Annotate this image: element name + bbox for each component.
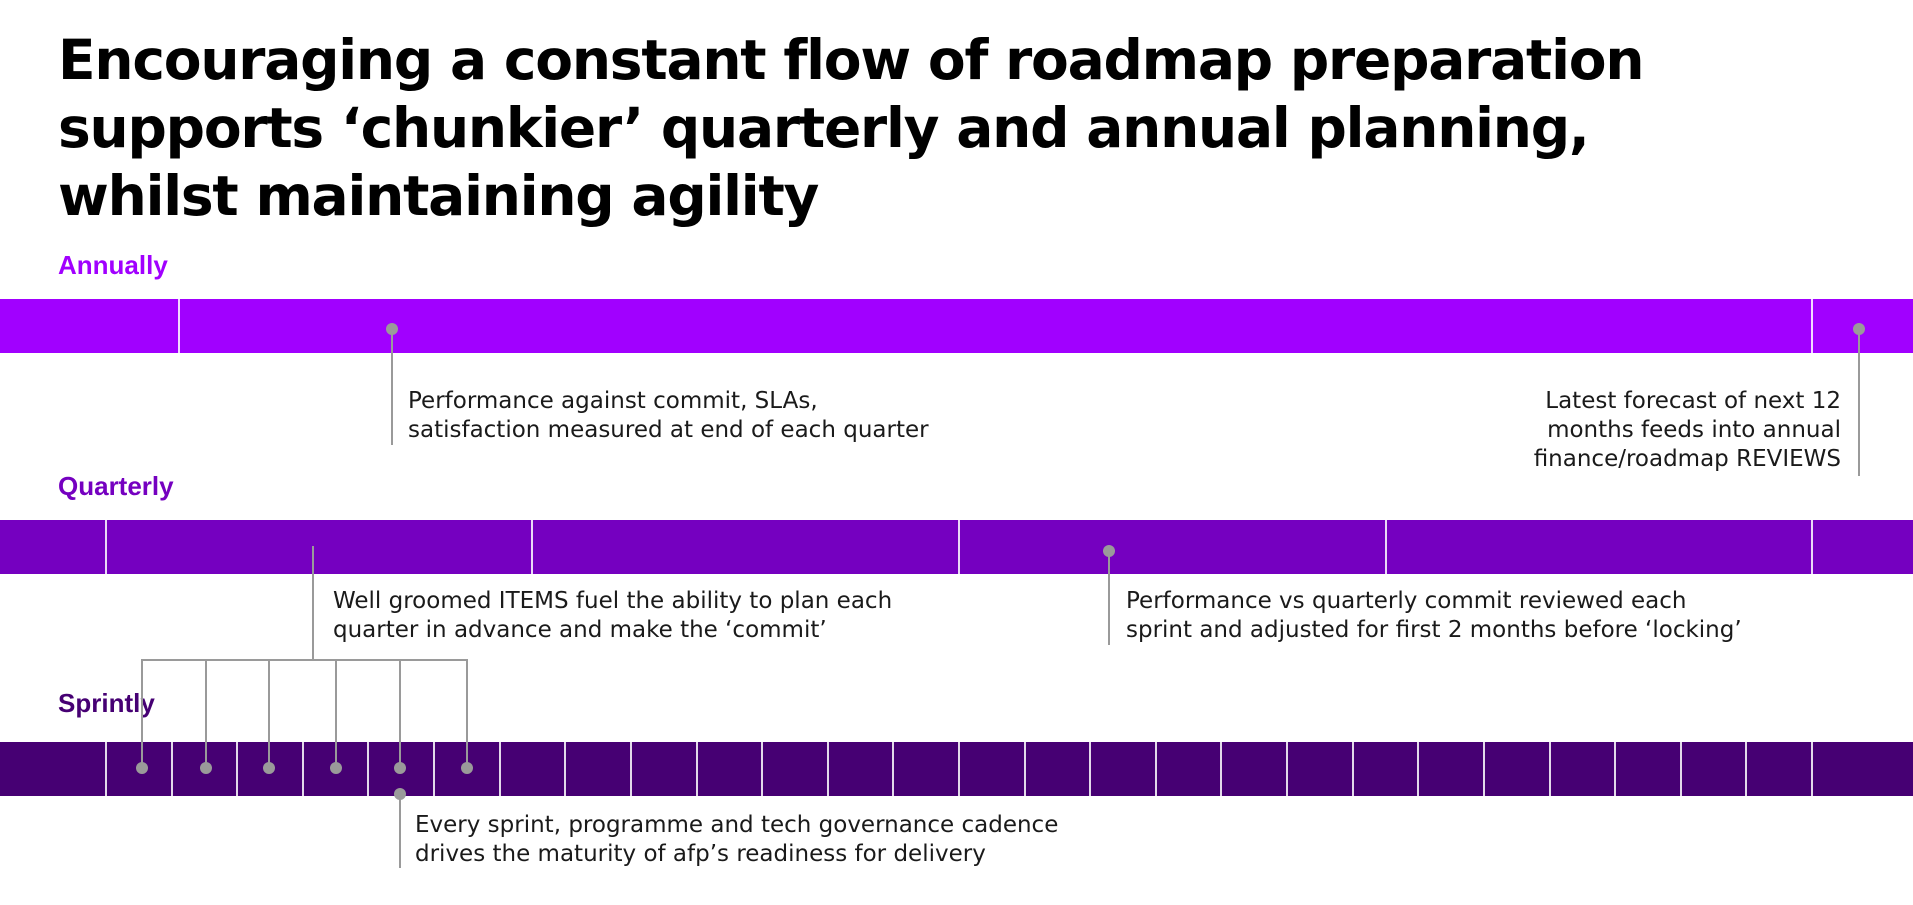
sprint-divider: [433, 742, 435, 796]
annual-quarter-end-connector: [391, 329, 393, 445]
sprint-divider: [1155, 742, 1157, 796]
title-line-3: whilst maintaining agility: [58, 164, 819, 228]
quarterly-commit-connector: [1108, 551, 1110, 645]
sprint-bracket-leg: [466, 659, 468, 767]
sprint-bracket-leg: [205, 659, 207, 767]
quarter-divider: [958, 520, 960, 574]
sprint-marker: [330, 762, 342, 774]
sprint-divider: [1220, 742, 1222, 796]
sprint-divider: [1483, 742, 1485, 796]
sprint-divider: [564, 742, 566, 796]
callout-line: Well groomed ITEMS fuel the ability to p…: [333, 588, 893, 614]
sprint-marker: [263, 762, 275, 774]
governance-callout: Every sprint, programme and tech governa…: [415, 811, 1058, 869]
callout-line: drives the maturity of afp’s readiness f…: [415, 841, 986, 867]
sprint-divider: [827, 742, 829, 796]
quarterly-label: Quarterly: [58, 471, 174, 501]
sprint-divider: [1549, 742, 1551, 796]
sprint-divider: [236, 742, 238, 796]
groomed-items-connector: [312, 546, 314, 661]
quarter-divider: [1811, 520, 1813, 574]
quarterly-commit-callout: Performance vs quarterly commit reviewed…: [1126, 587, 1742, 645]
title-line-2: supports ‘chunkier’ quarterly and annual…: [58, 96, 1590, 160]
callout-line: months feeds into annual: [1547, 417, 1841, 443]
callout-line: finance/roadmap REVIEWS: [1533, 446, 1841, 472]
quarterly-timeline-bar: [0, 520, 1913, 574]
sprint-marker: [394, 762, 406, 774]
sprint-bracket-leg: [268, 659, 270, 767]
quarter-divider: [105, 520, 107, 574]
sprint-bracket-leg: [335, 659, 337, 767]
callout-line: Performance against commit, SLAs,: [408, 388, 818, 414]
sprint-divider: [171, 742, 173, 796]
sprint-divider: [958, 742, 960, 796]
groomed-items-callout: Well groomed ITEMS fuel the ability to p…: [333, 587, 892, 645]
page-title: Encouraging a constant flow of roadmap p…: [58, 26, 1858, 230]
governance-connector: [399, 794, 401, 868]
callout-line: Every sprint, programme and tech governa…: [415, 812, 1059, 838]
quarter-divider: [1385, 520, 1387, 574]
annual-divider: [178, 299, 180, 353]
forecast-callout: Latest forecast of next 12 months feeds …: [1500, 387, 1841, 474]
sprint-divider: [1024, 742, 1026, 796]
sprint-divider: [1680, 742, 1682, 796]
annually-label: Annually: [58, 250, 168, 280]
sprint-divider: [1286, 742, 1288, 796]
sprint-bracket-leg: [141, 659, 143, 767]
sprint-bracket-leg: [399, 659, 401, 767]
sprint-bracket: [141, 659, 468, 661]
sprint-divider: [1745, 742, 1747, 796]
sprint-divider: [1811, 742, 1813, 796]
sprint-divider: [630, 742, 632, 796]
sprintly-label: Sprintly: [58, 688, 155, 718]
annual-forecast-connector: [1858, 329, 1860, 476]
sprint-divider: [1614, 742, 1616, 796]
annual-divider: [1811, 299, 1813, 353]
sprint-divider: [367, 742, 369, 796]
sprintly-timeline-bar: [0, 742, 1913, 796]
sprint-divider: [892, 742, 894, 796]
callout-line: satisfaction measured at end of each qua…: [408, 417, 929, 443]
sprint-divider: [1417, 742, 1419, 796]
sprint-divider: [696, 742, 698, 796]
sprint-marker: [461, 762, 473, 774]
sprint-divider: [761, 742, 763, 796]
callout-line: quarter in advance and make the ‘commit’: [333, 617, 827, 643]
callout-line: Performance vs quarterly commit reviewed…: [1126, 588, 1687, 614]
performance-quarter-callout: Performance against commit, SLAs, satisf…: [408, 387, 929, 445]
sprint-divider: [1089, 742, 1091, 796]
sprint-divider: [302, 742, 304, 796]
callout-line: Latest forecast of next 12: [1545, 388, 1841, 414]
callout-line: sprint and adjusted for first 2 months b…: [1126, 617, 1742, 643]
quarter-divider: [531, 520, 533, 574]
sprint-marker: [136, 762, 148, 774]
sprint-marker: [200, 762, 212, 774]
title-line-1: Encouraging a constant flow of roadmap p…: [58, 28, 1644, 92]
sprint-divider: [499, 742, 501, 796]
sprint-divider: [105, 742, 107, 796]
sprint-divider: [1352, 742, 1354, 796]
annual-timeline-bar: [0, 299, 1913, 353]
